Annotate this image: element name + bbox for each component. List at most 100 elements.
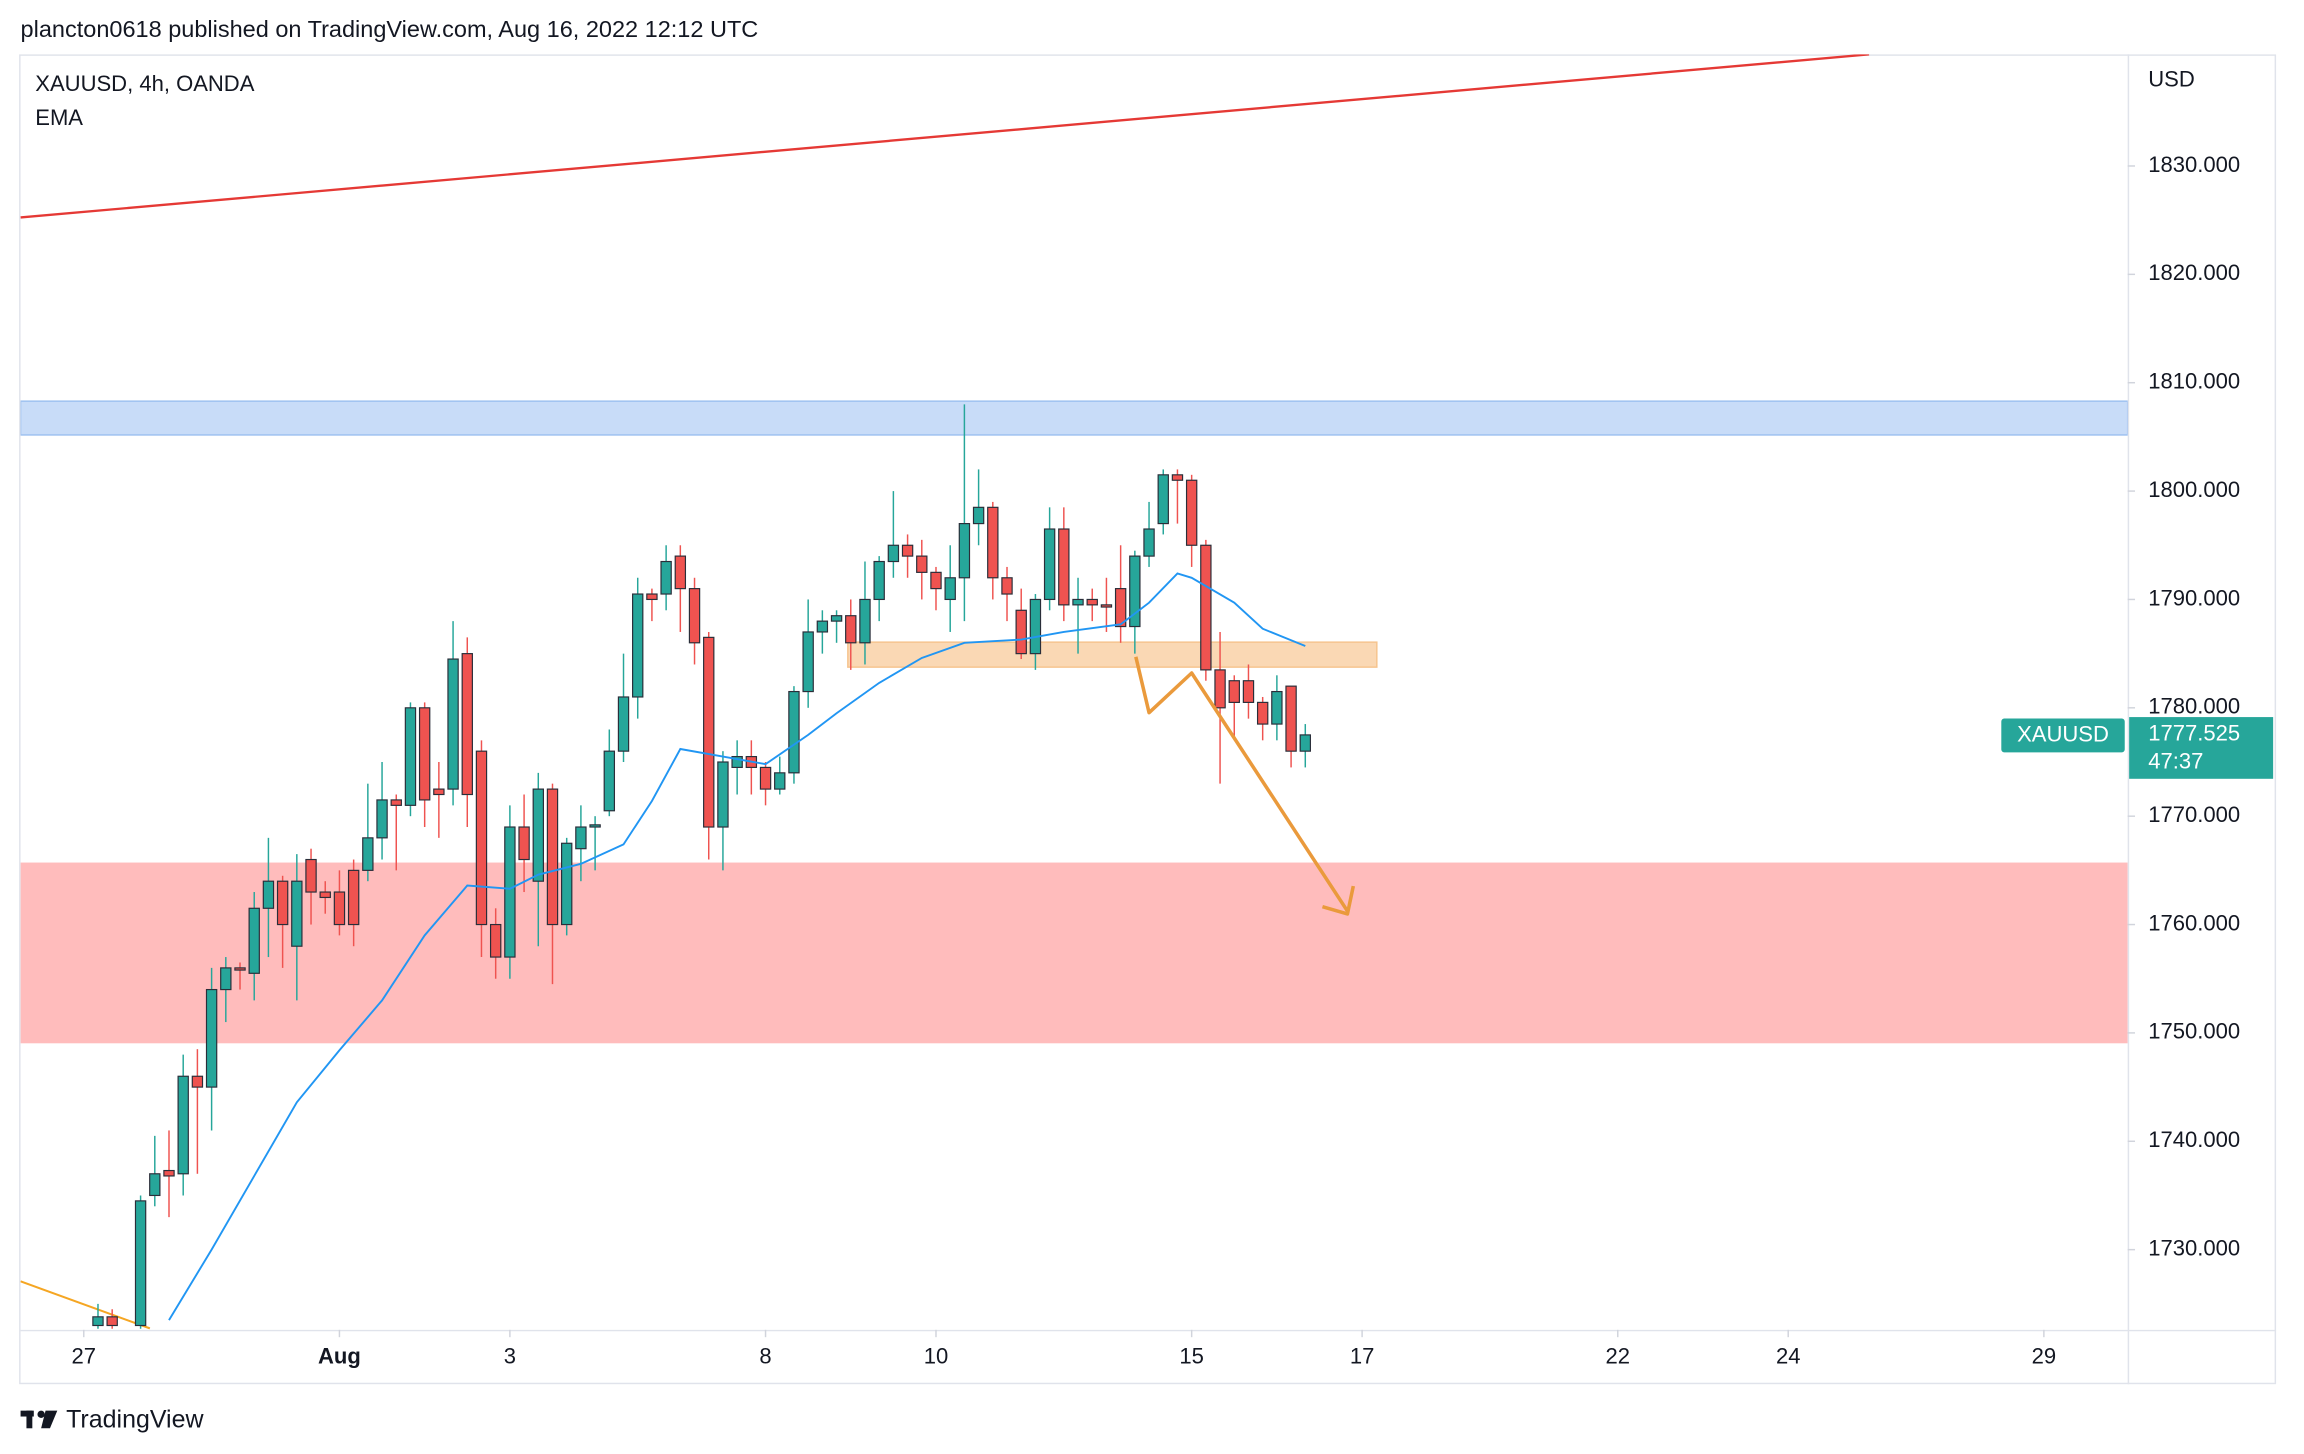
candle-body	[461, 653, 473, 796]
indicator-legend: EMA	[35, 105, 83, 130]
candle	[930, 566, 942, 611]
candle-body	[845, 615, 857, 644]
projection-path	[1134, 656, 1349, 913]
candle-body	[731, 755, 743, 769]
candle-body	[418, 707, 431, 801]
candle	[589, 816, 601, 871]
demand-zone	[20, 862, 2128, 1044]
candle	[972, 469, 985, 546]
x-tick-label: 29	[2032, 1344, 2057, 1369]
brand-footer: TradingView	[20, 1406, 204, 1434]
candle	[234, 962, 246, 990]
y-tick-label: 1730.000	[2148, 1235, 2240, 1260]
candle	[646, 588, 658, 622]
candle-body	[390, 799, 402, 806]
candle	[347, 859, 360, 947]
candle-body	[262, 880, 275, 909]
candle	[958, 404, 971, 622]
candle	[1086, 588, 1098, 622]
candle-body	[1043, 528, 1056, 601]
candle	[788, 686, 800, 784]
candle	[688, 577, 701, 665]
candle	[617, 653, 630, 762]
candle	[1171, 469, 1184, 524]
candle	[1129, 550, 1141, 654]
candle	[830, 610, 843, 643]
candle	[1299, 724, 1311, 768]
candle-body	[504, 826, 516, 958]
candle-body	[347, 869, 360, 926]
candle	[262, 837, 275, 958]
trend-line	[20, 1280, 151, 1330]
last-price-tag: XAUUSD 1777.525 47:37	[2001, 717, 2274, 779]
x-tick-label: 15	[1179, 1344, 1204, 1369]
y-tick-label: 1810.000	[2148, 369, 2240, 394]
candle	[376, 761, 388, 860]
candle	[1114, 545, 1127, 643]
candle-body	[632, 593, 644, 698]
candle-body	[1214, 669, 1226, 709]
candle	[1200, 539, 1212, 681]
logo-part	[26, 1410, 33, 1429]
candle	[660, 545, 672, 611]
candle-body	[859, 598, 871, 644]
candle-body	[1143, 528, 1155, 557]
candle	[1228, 675, 1240, 741]
x-tick-label: 17	[1350, 1344, 1375, 1369]
candle-body	[873, 560, 885, 601]
candle-body	[106, 1316, 118, 1327]
candle-body	[830, 615, 843, 622]
x-tick-label: 24	[1776, 1344, 1801, 1369]
candle	[475, 740, 488, 958]
candle-body	[1285, 685, 1297, 752]
candle-body	[560, 842, 573, 926]
candle-body	[163, 1169, 175, 1177]
candle	[319, 881, 331, 914]
candle	[447, 621, 459, 806]
y-tick-label: 1750.000	[2148, 1019, 2240, 1044]
candle	[163, 1130, 175, 1218]
x-tick-label: Aug	[318, 1344, 361, 1369]
candle	[1043, 507, 1056, 611]
candle-body	[1072, 598, 1084, 606]
y-tick-label: 1820.000	[2148, 260, 2240, 285]
candle	[390, 794, 402, 871]
candle	[532, 772, 544, 947]
candle	[1242, 664, 1255, 719]
candle-body	[987, 506, 999, 579]
candle-body	[759, 766, 772, 790]
candle	[1100, 577, 1113, 632]
candle-body	[433, 788, 445, 796]
candle	[987, 501, 999, 600]
candle	[1214, 631, 1226, 784]
candle-body	[788, 690, 800, 774]
candle-body	[944, 577, 956, 601]
candle	[518, 794, 530, 893]
candle	[1157, 469, 1169, 535]
symbol-tag	[2001, 718, 2125, 753]
candle-body	[532, 788, 544, 882]
candle	[816, 610, 829, 654]
candle-body	[646, 593, 658, 601]
candle	[1058, 507, 1070, 622]
candle-body	[1058, 528, 1070, 606]
candle	[362, 783, 374, 882]
candle-body	[1129, 555, 1141, 628]
y-tick-label: 1740.000	[2148, 1127, 2240, 1152]
x-tick-label: 22	[1606, 1344, 1631, 1369]
candle-body	[1271, 690, 1283, 725]
symbol-tag-text: XAUUSD	[2017, 721, 2109, 746]
candle-body	[958, 523, 971, 579]
candle-body	[333, 891, 346, 926]
brand-name: TradingView	[66, 1406, 204, 1434]
candle	[944, 545, 956, 632]
candle	[1285, 685, 1297, 768]
candle-body	[1171, 474, 1184, 481]
candle-body	[972, 506, 985, 525]
candle	[404, 702, 417, 817]
candle	[632, 577, 644, 719]
candle-body	[1114, 588, 1127, 628]
candle	[291, 854, 303, 1001]
